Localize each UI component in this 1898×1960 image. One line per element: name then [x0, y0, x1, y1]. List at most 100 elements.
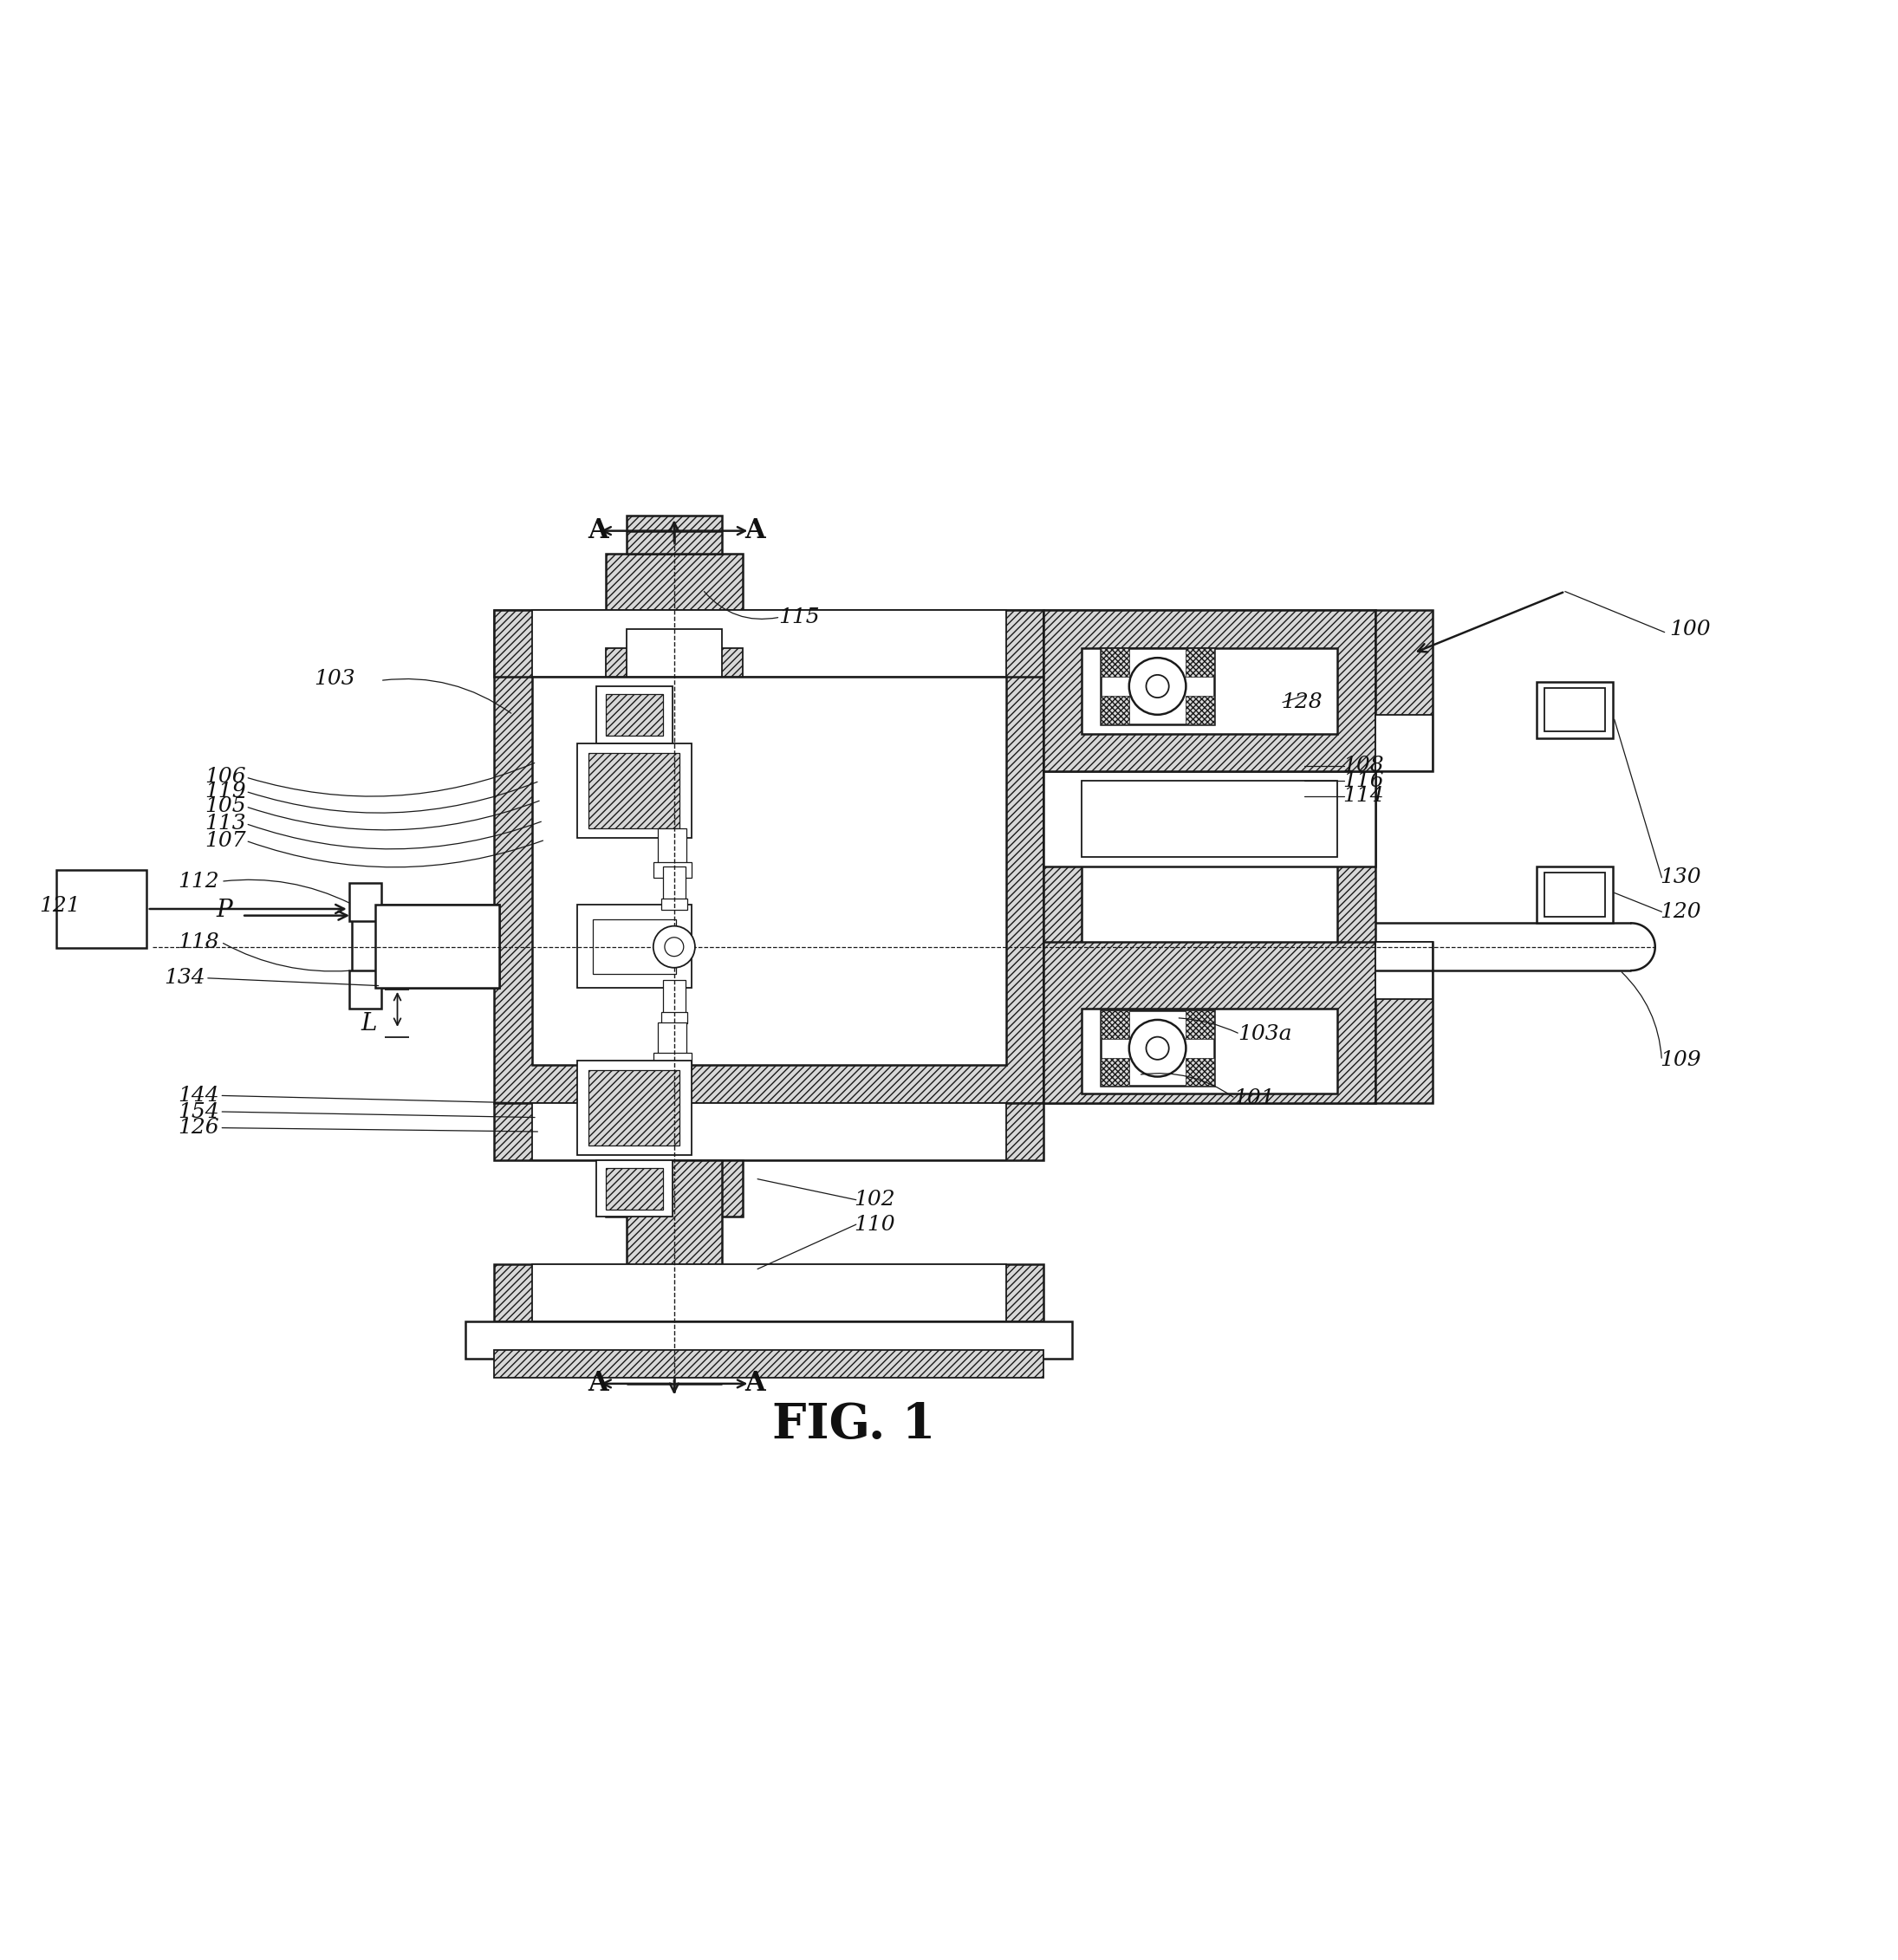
Bar — [605, 649, 742, 676]
Text: A: A — [744, 1370, 765, 1397]
Bar — [1101, 649, 1129, 676]
Bar — [662, 980, 685, 1017]
Bar — [1376, 943, 1433, 1000]
Bar — [493, 610, 1044, 676]
Bar — [531, 1264, 1006, 1321]
Bar — [626, 1160, 721, 1294]
Bar — [1545, 872, 1606, 917]
Text: 115: 115 — [778, 608, 820, 627]
Text: FIG. 1: FIG. 1 — [772, 1401, 936, 1448]
Bar — [577, 904, 691, 988]
Bar — [1082, 649, 1338, 1066]
Bar — [588, 1070, 679, 1147]
Text: 126: 126 — [178, 1117, 218, 1139]
Text: 101: 101 — [1234, 1088, 1275, 1109]
Bar — [351, 911, 380, 980]
Text: 103a: 103a — [1237, 1023, 1293, 1045]
Text: L: L — [361, 1011, 378, 1035]
Text: 112: 112 — [178, 872, 218, 892]
Bar — [596, 686, 672, 743]
Text: A: A — [588, 517, 609, 545]
Circle shape — [1146, 674, 1169, 698]
Text: 103: 103 — [313, 668, 355, 688]
Text: 105: 105 — [205, 796, 245, 817]
Bar — [1376, 610, 1433, 772]
Text: 120: 120 — [1661, 902, 1701, 921]
Text: 144: 144 — [178, 1086, 218, 1105]
Bar — [659, 829, 687, 866]
Bar — [1044, 943, 1376, 1103]
Bar — [1101, 1009, 1215, 1086]
Text: 114: 114 — [1342, 786, 1384, 806]
Bar — [605, 694, 662, 735]
Text: 100: 100 — [1670, 619, 1710, 639]
Text: 102: 102 — [854, 1190, 896, 1209]
Bar — [1101, 649, 1215, 723]
Bar — [626, 629, 721, 676]
Bar — [1044, 610, 1376, 772]
Bar — [1082, 1009, 1338, 1094]
Bar — [57, 870, 146, 949]
Text: A: A — [588, 1370, 609, 1397]
Bar — [596, 1160, 672, 1217]
Bar — [626, 515, 721, 553]
Bar — [1376, 943, 1433, 1103]
Bar — [493, 1264, 1044, 1321]
Bar — [1186, 1009, 1215, 1039]
Bar — [376, 904, 499, 988]
Bar — [1537, 866, 1613, 923]
Bar — [588, 753, 679, 829]
Text: 113: 113 — [205, 813, 245, 833]
Bar — [653, 1053, 691, 1068]
Text: 130: 130 — [1661, 868, 1701, 888]
Bar — [661, 1011, 687, 1023]
Bar — [531, 610, 1006, 676]
Text: 107: 107 — [205, 831, 245, 851]
Text: 106: 106 — [205, 766, 245, 788]
Bar — [1537, 682, 1613, 739]
Bar — [531, 1103, 1006, 1160]
Bar — [493, 1350, 1044, 1378]
Bar — [493, 1103, 1044, 1160]
Bar — [577, 1060, 691, 1154]
Bar — [493, 610, 1044, 1103]
Bar — [1186, 696, 1215, 723]
Text: P: P — [216, 898, 232, 921]
Bar — [605, 553, 742, 610]
Text: 108: 108 — [1342, 757, 1384, 776]
Bar — [376, 904, 499, 988]
Bar — [531, 649, 1006, 1066]
Bar — [653, 862, 691, 878]
Text: 119: 119 — [205, 782, 245, 802]
Text: A: A — [744, 517, 765, 545]
Bar — [659, 1023, 687, 1060]
Bar — [661, 898, 687, 909]
Bar — [1101, 1058, 1129, 1086]
Text: 110: 110 — [854, 1215, 896, 1235]
Bar — [592, 919, 676, 974]
Text: 118: 118 — [178, 933, 218, 953]
Bar — [662, 866, 685, 904]
Bar — [1545, 688, 1606, 731]
Bar — [1044, 610, 1376, 1103]
Text: 116: 116 — [1342, 770, 1384, 792]
Circle shape — [1129, 659, 1186, 715]
Bar — [1186, 1058, 1215, 1086]
Bar — [1082, 649, 1338, 733]
Text: 154: 154 — [178, 1102, 218, 1121]
Circle shape — [1146, 1037, 1169, 1060]
Bar — [1101, 1009, 1129, 1039]
Bar — [349, 884, 381, 921]
Bar — [577, 743, 691, 837]
Bar — [1082, 780, 1338, 857]
Text: 134: 134 — [163, 968, 205, 988]
Bar — [605, 1168, 662, 1209]
Bar — [1186, 649, 1215, 676]
Text: 109: 109 — [1661, 1051, 1701, 1070]
Bar — [605, 1160, 742, 1217]
Bar — [1101, 696, 1129, 723]
Bar — [1044, 772, 1376, 866]
Text: 128: 128 — [1281, 692, 1323, 711]
Bar — [465, 1321, 1072, 1358]
Bar — [1376, 715, 1433, 772]
